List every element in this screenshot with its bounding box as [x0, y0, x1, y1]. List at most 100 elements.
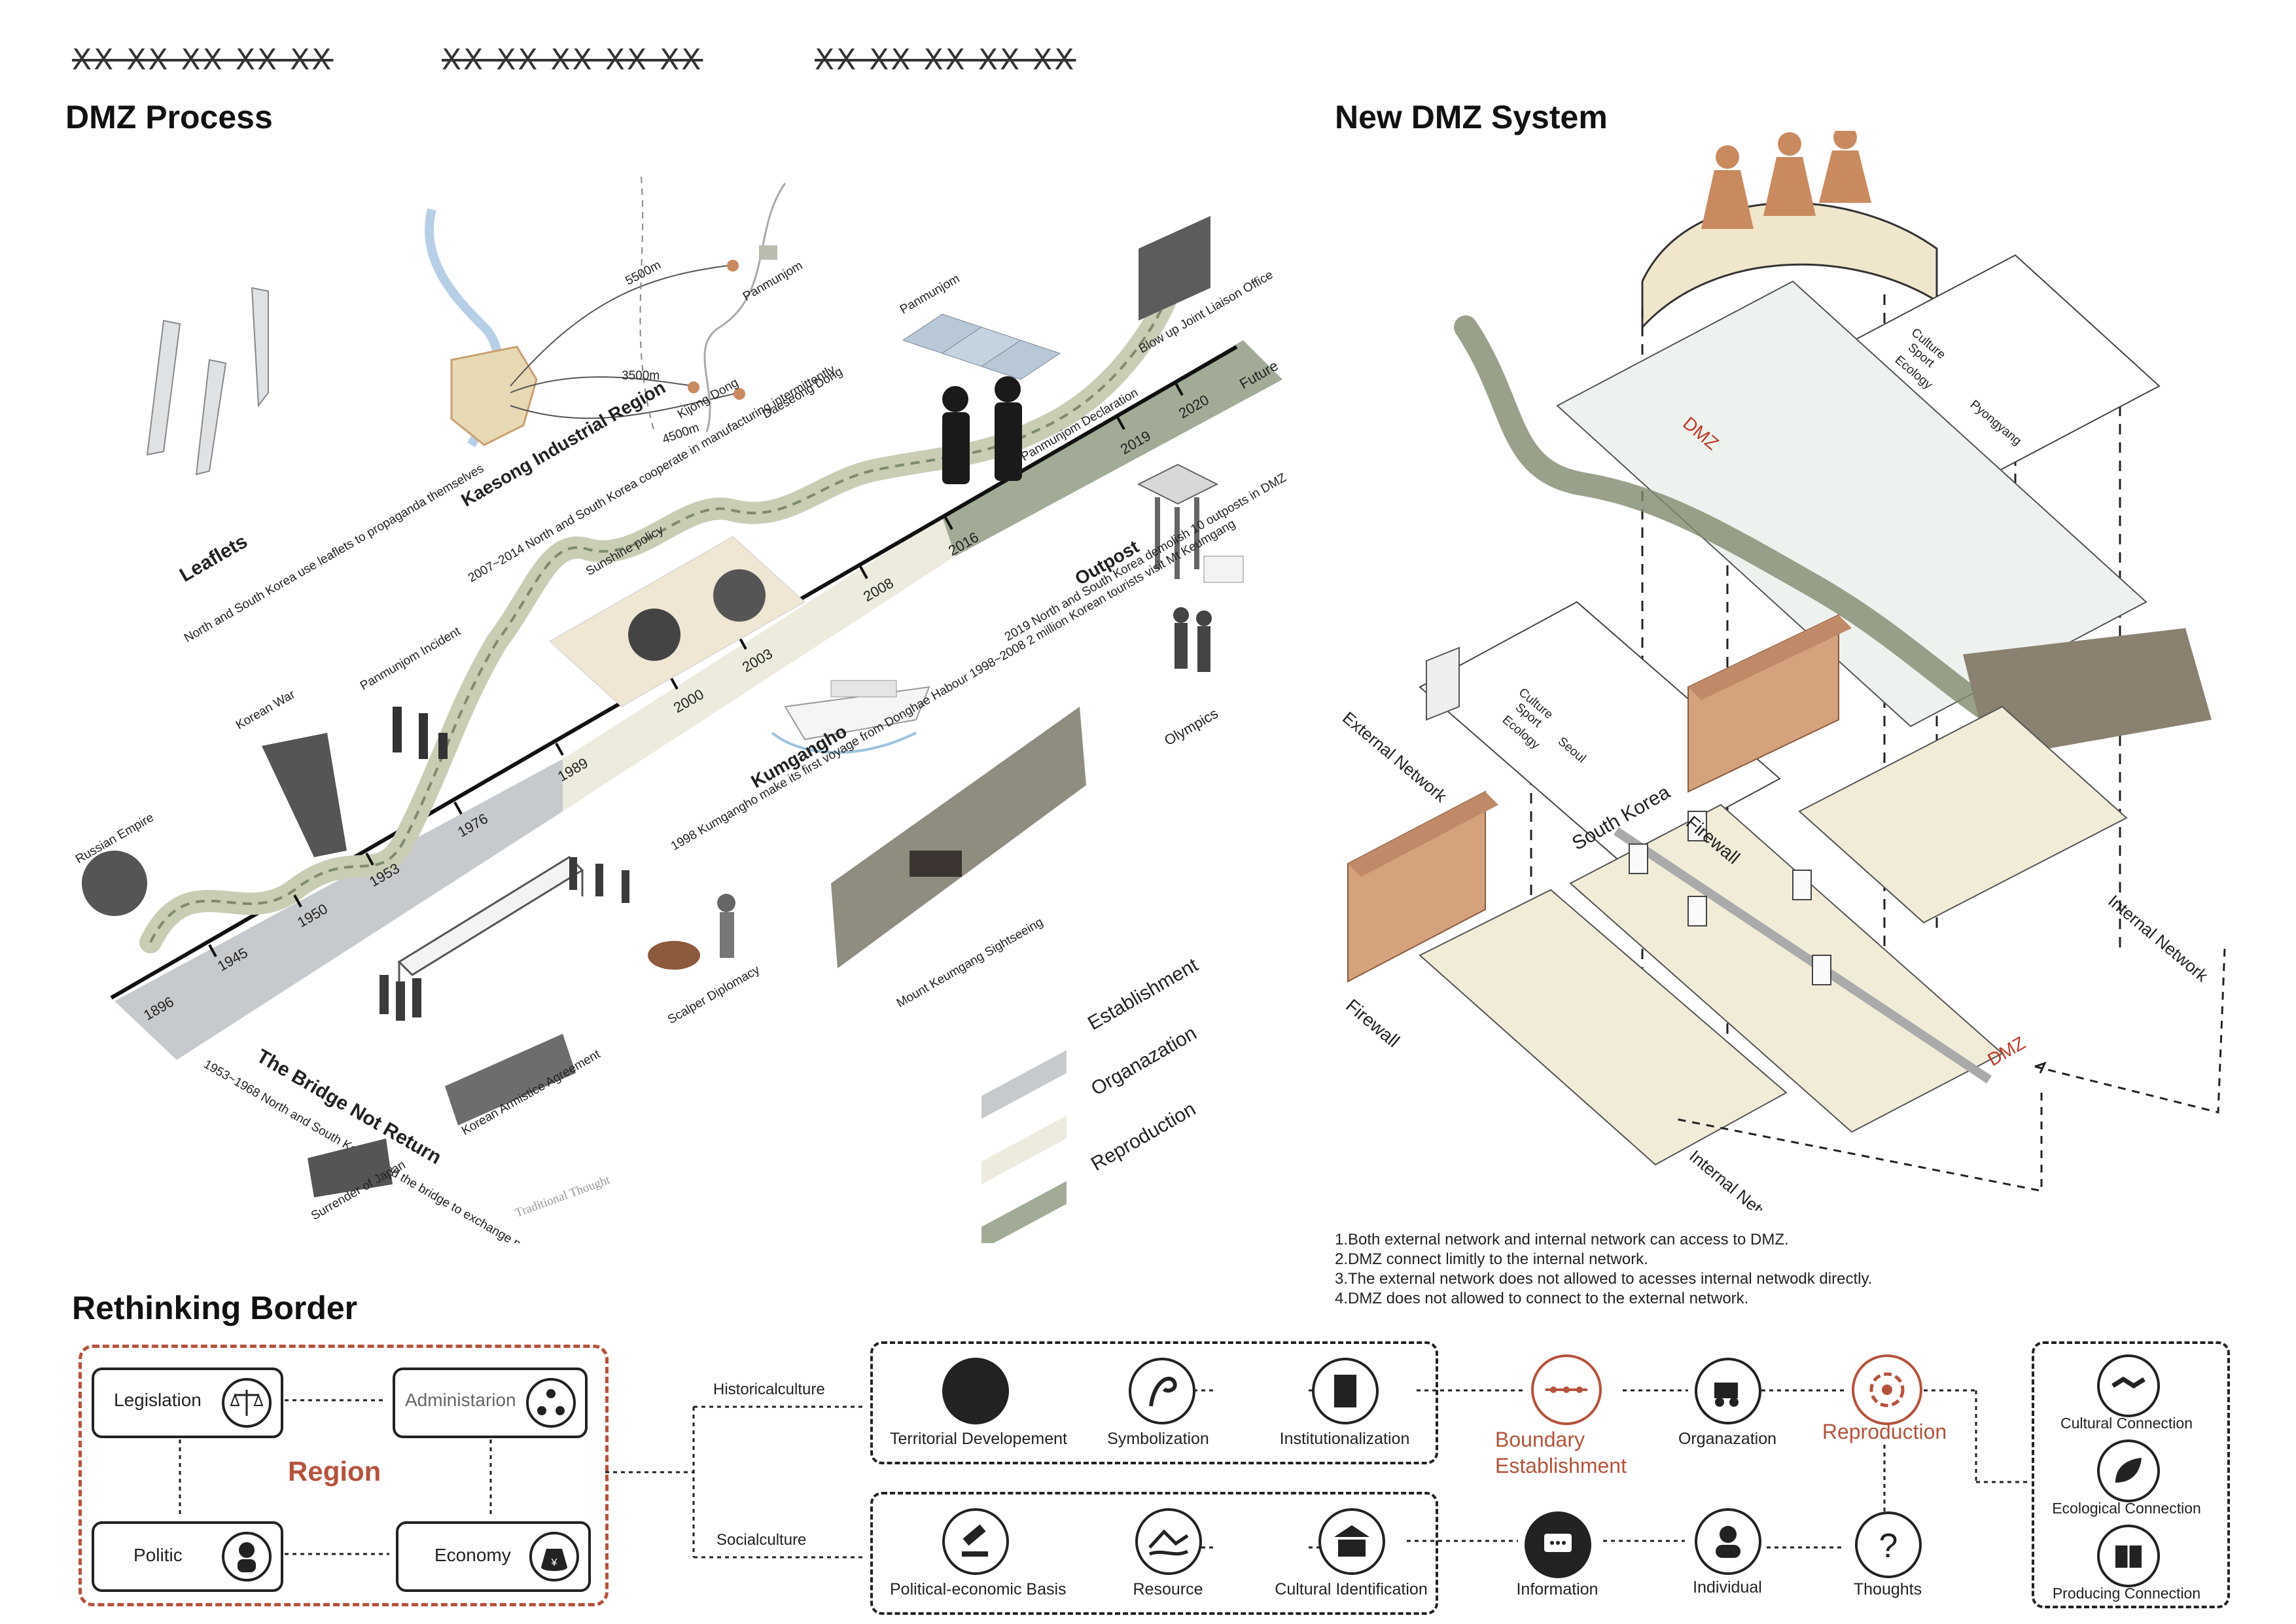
- temple-shape: [910, 851, 962, 877]
- symbolization-label: Symbolization: [1107, 1430, 1209, 1448]
- firewall-north: [1687, 614, 1852, 793]
- package-icon: [2097, 1525, 2160, 1587]
- leaflets-label: Leaflets: [176, 531, 251, 586]
- legend-reproduction: Reproduction: [1087, 1098, 1199, 1175]
- individual-icon: [1695, 1508, 1761, 1575]
- region-label: Region: [288, 1456, 381, 1487]
- rethinking-connectors: [179, 1389, 2028, 1559]
- liaison-office-photo: [1139, 216, 1210, 321]
- ship-illustration: [771, 680, 930, 754]
- sunshine-policy-photo: [549, 536, 805, 707]
- map-panmunjom: Panmunjom: [741, 258, 805, 304]
- document-icon: [1312, 1358, 1379, 1424]
- leaf-icon: [2097, 1439, 2160, 1502]
- timeline-ticks: [208, 383, 1184, 957]
- korean-war-label: Korean War: [234, 687, 298, 732]
- leaflets-illustration: [146, 287, 269, 476]
- boundary-establishment-label: Boundary Establishment: [1495, 1428, 1627, 1477]
- internal-plane-north: [1798, 705, 2128, 924]
- political-economic-basis-label: Political-economic Basis: [890, 1580, 1067, 1598]
- dmz-process-title: DMZ Process: [65, 99, 273, 135]
- system-note-4: 4.DMZ does not allowed to connect to the…: [1335, 1290, 1749, 1307]
- organazation-band: [563, 517, 955, 811]
- system-notes: 1.Both external network and internal net…: [1335, 1230, 1872, 1309]
- dmz-plane: [1556, 280, 2147, 728]
- internal-plane-south: [1419, 889, 1788, 1166]
- header-placeholder-3: XX XX XX XX XX: [815, 43, 1076, 77]
- cultural-identification-label: Cultural Identification: [1275, 1580, 1428, 1598]
- scales-icon: [222, 1378, 272, 1428]
- thoughts-label: Thoughts: [1853, 1580, 1922, 1598]
- panmunjom-roofs: [902, 313, 1061, 380]
- system-note-3: 3.The external network does not allowed …: [1335, 1270, 1873, 1288]
- symbol-icon: [1129, 1358, 1195, 1424]
- legend-organazation: Organazation: [1087, 1022, 1200, 1100]
- external-laptop: [1426, 646, 1460, 721]
- reproduction-icon: [1852, 1354, 1922, 1425]
- administarion-box: Administarion: [393, 1368, 588, 1438]
- scalper-diplomacy-illustration: [648, 894, 735, 970]
- dmz-server-bus: [1614, 827, 1992, 1084]
- legislation-label: Legislation: [114, 1390, 202, 1410]
- landscape-icon: [1135, 1508, 1202, 1575]
- battleship-photo: [262, 733, 347, 857]
- dmz-label-bottom: DMZ: [1985, 1033, 2029, 1070]
- institutionalization-label: Institutionalization: [1279, 1430, 1410, 1448]
- leaders-figures: [942, 376, 1022, 484]
- politic-label: Politic: [133, 1545, 183, 1565]
- resource-label: Resource: [1133, 1580, 1203, 1598]
- legislation-box: Legislation: [92, 1368, 283, 1438]
- soldiers-figures: [380, 857, 629, 1021]
- boundary-icon: [1531, 1354, 1602, 1425]
- new-dmz-system-diagram: North Korea Pyongyang Culture Sport Ecol…: [1339, 131, 2226, 1210]
- establishment-band: [115, 759, 563, 1060]
- legend-swatch-organazation: [981, 1116, 1067, 1184]
- bulldozer-icon: [1695, 1358, 1761, 1424]
- dmz-servers: [1629, 811, 1831, 985]
- historical-culture-frame: [870, 1341, 1438, 1464]
- panmunjom-label: Panmunjom: [898, 272, 962, 317]
- administarion-label: Administarion: [405, 1390, 516, 1410]
- scalper-diplomacy-label: Scalper Diplomacy: [665, 963, 762, 1027]
- sunshine-figure-2: [713, 569, 766, 622]
- system-note-2: 2.DMZ connect limitly to the internal ne…: [1335, 1250, 1648, 1268]
- header-placeholder-1: XX XX XX XX XX: [72, 43, 334, 77]
- sunshine-figure-1: [628, 609, 680, 661]
- dmz-process-diagram: 1896 1945 1950 1953 1976 1989 2000 2003 …: [73, 176, 1289, 1243]
- olympics-label: Olympics: [1161, 705, 1221, 749]
- connections-frame: [2032, 1341, 2230, 1608]
- producing-connection-label: Producing Connection: [2052, 1585, 2201, 1602]
- social-branch-label: Socialculture: [716, 1531, 807, 1549]
- organazation-label: Organazation: [1678, 1430, 1777, 1448]
- olympics-flag: [1203, 556, 1244, 583]
- svg-text:¥: ¥: [551, 1557, 557, 1568]
- gavel-icon: [942, 1508, 1009, 1575]
- legend-swatch-establishment: [981, 1050, 1067, 1119]
- reproduction-band: [942, 340, 1282, 556]
- politic-box: Politic: [92, 1521, 283, 1592]
- historical-branch-label: Historicalculture: [713, 1381, 825, 1398]
- armistice-photo: [445, 1034, 576, 1125]
- social-culture-frame: [870, 1492, 1438, 1615]
- reproduction-label: Reproduction: [1822, 1420, 1947, 1443]
- panmunjom-incident-figures: [393, 707, 448, 759]
- dmz-server-plane: [1569, 803, 2004, 1133]
- temple-icon: [1318, 1508, 1385, 1575]
- outpost-illustration: [1137, 463, 1219, 579]
- internal-network-label-bottom: Internal Network: [1686, 1146, 1793, 1210]
- legend-swatch-reproduction: [981, 1181, 1067, 1243]
- money-bag-icon: ¥: [529, 1532, 579, 1581]
- dmz-river: [1454, 315, 2014, 732]
- kaesong-map: [425, 176, 786, 448]
- traditional-thought-label: Traditional Thought: [514, 1173, 612, 1220]
- individual-label: Individual: [1693, 1578, 1762, 1597]
- south-korea-plane: [1419, 601, 1781, 865]
- information-label: Information: [1516, 1580, 1598, 1598]
- firewall-south-label: Firewall: [1342, 995, 1404, 1051]
- firewall-south: [1347, 790, 1498, 983]
- system-note-1: 1.Both external network and internal net…: [1335, 1231, 1789, 1248]
- header-placeholder-2: XX XX XX XX XX: [442, 43, 703, 77]
- legend-establishment: Establishment: [1084, 954, 1202, 1034]
- question-icon: ?: [1855, 1511, 1922, 1578]
- rethinking-border-title: Rethinking Border: [72, 1290, 358, 1326]
